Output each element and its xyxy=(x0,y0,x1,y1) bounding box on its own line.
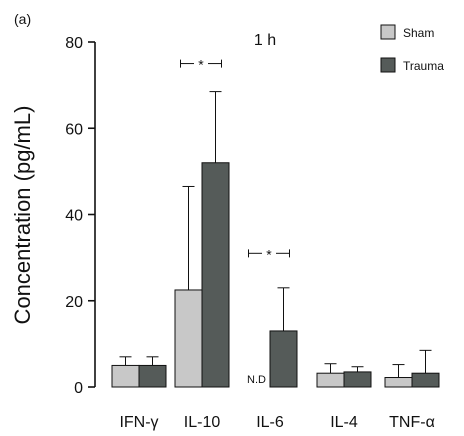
legend-swatch-sham xyxy=(380,24,396,40)
bars xyxy=(111,91,440,388)
y-tick-label: 20 xyxy=(65,294,83,311)
x-tick-label: TNF-α xyxy=(389,414,435,431)
panel-label: (a) xyxy=(14,11,31,27)
bar-trauma xyxy=(201,162,230,388)
bar-sham xyxy=(174,289,203,388)
x-tick-labels: IFN-γ IL-10 IL-6 IL-4 TNF-α xyxy=(119,414,434,431)
legend-label-trauma: Trauma xyxy=(403,59,444,73)
bar-trauma xyxy=(269,330,298,388)
bar-trauma xyxy=(411,372,440,388)
y-ticks: 0 20 40 60 80 xyxy=(65,35,95,397)
not-detected-label: N.D xyxy=(247,374,266,386)
bar-trauma xyxy=(343,371,372,388)
x-tick-label: IL-4 xyxy=(330,414,358,431)
x-tick-label: IFN-γ xyxy=(119,414,158,431)
bar-trauma xyxy=(138,364,167,388)
bar-sham xyxy=(111,364,140,388)
y-tick-label: 80 xyxy=(65,35,83,52)
legend-swatch-trauma xyxy=(380,57,396,73)
y-tick-label: 40 xyxy=(65,208,83,225)
y-axis-label: Concentration (pg/mL) xyxy=(10,106,35,325)
bar-sham xyxy=(384,377,413,388)
x-tick-label: IL-10 xyxy=(184,414,221,431)
x-tick-label: IL-6 xyxy=(256,414,284,431)
legend-label-sham: Sham xyxy=(403,26,434,40)
bar-sham xyxy=(316,372,345,388)
y-tick-label: 0 xyxy=(74,380,83,397)
legend: Sham Trauma xyxy=(380,24,444,73)
significance-star: * xyxy=(266,246,272,262)
significance-star: * xyxy=(198,57,204,73)
y-tick-label: 60 xyxy=(65,121,83,138)
annotations: N.D * * xyxy=(180,57,290,386)
chart-title: 1 h xyxy=(254,32,276,49)
